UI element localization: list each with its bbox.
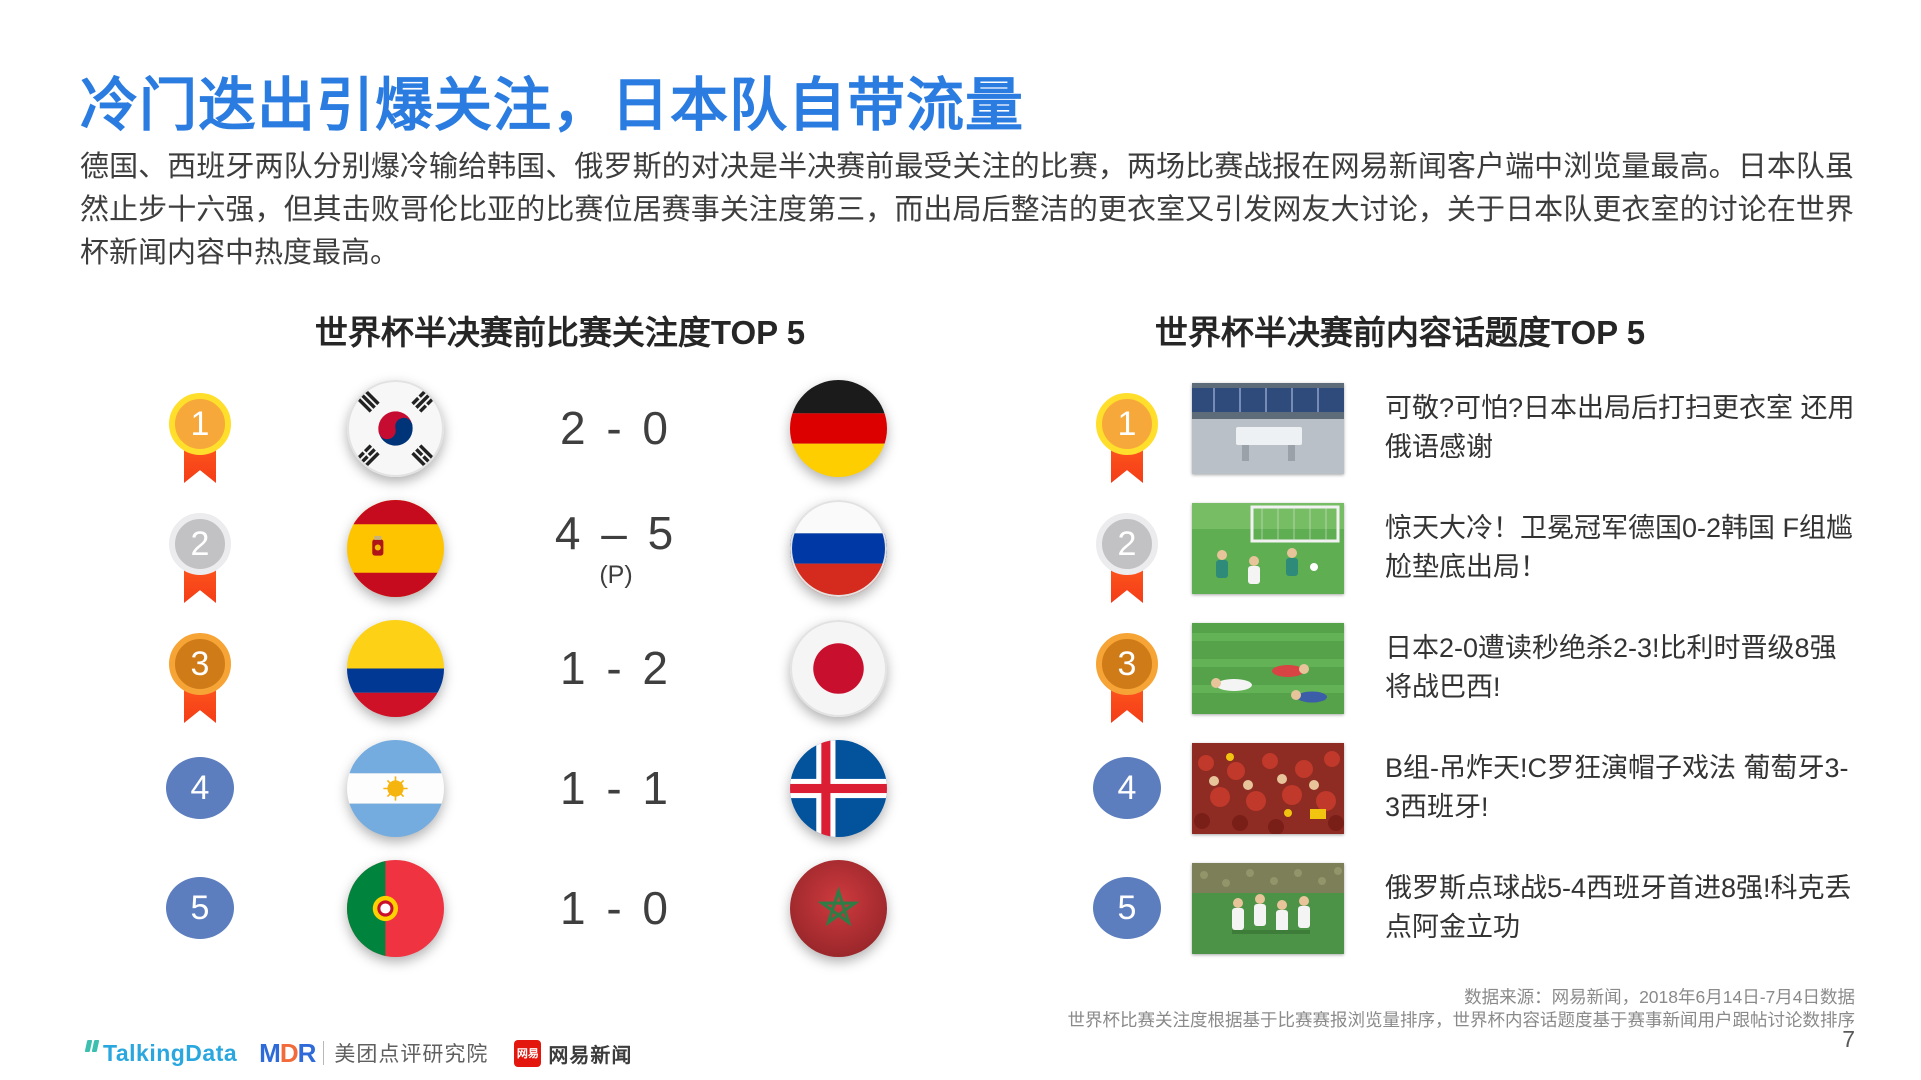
topic-row-1: 1 可敬?可怕?日本出局后打扫更衣室 还用俄语感谢 [1062, 368, 1857, 488]
rank-number: 1 [1096, 393, 1158, 455]
iceland-flag-icon [789, 739, 887, 837]
rank-1-gold-medal-icon: 1 [1096, 393, 1158, 487]
rank-number: 3 [169, 633, 231, 695]
japan-locker-room-photo [1192, 382, 1344, 474]
rank-2-silver-medal-icon: 2 [1096, 513, 1158, 607]
japan-flag-icon [789, 619, 887, 717]
match-row-4: 4 1 - 1 [140, 728, 980, 848]
russia-spain-celebration-photo [1192, 862, 1344, 954]
germany-korea-match-photo [1192, 502, 1344, 594]
rank-number: 2 [169, 513, 231, 575]
match-row-1: 1 [140, 368, 980, 488]
topic-panel-title: 世界杯半决赛前内容话题度TOP 5 [1154, 314, 1646, 351]
data-source-line-2: 世界杯比赛关注度根据基于比赛赛报浏览量排序，世界杯内容话题度基于赛事新闻用户跟帖… [1067, 1010, 1856, 1030]
spain-flag-icon [346, 499, 444, 597]
rank-3-bronze-medal-icon: 3 [1096, 633, 1158, 727]
rank-4-badge: 4 [1093, 757, 1161, 819]
topic-row-2: 2 惊天大冷！卫冕冠军德国0-2韩国 F组尴尬垫底出局！ [1062, 488, 1857, 608]
match-score: 2 - 0 [559, 401, 673, 454]
south-korea-flag-icon [346, 379, 444, 477]
page-title: 冷门迭出引爆关注，日本队自带流量 [80, 73, 1025, 138]
footer-logos: TalkingData MDR 美团点评研究院 网易 网易新闻 [84, 1036, 632, 1070]
rank-1-gold-medal-icon: 1 [169, 393, 231, 487]
germany-flag-icon [789, 379, 887, 477]
article-headline: 可敬?可怕?日本出局后打扫更衣室 还用俄语感谢 [1385, 393, 1855, 462]
content-topic-table: 1 可敬?可怕?日本出局后打扫更衣室 还用俄语感谢 2 [1062, 368, 1857, 968]
match-attention-table: 1 [140, 368, 980, 968]
data-source-line-1: 数据来源：网易新闻，2018年6月14日-7月4日数据 [1464, 987, 1855, 1007]
talkingdata-mark-icon [84, 1039, 100, 1053]
rank-5-badge: 5 [1093, 877, 1161, 939]
topic-row-3: 3 日本2-0遭读秒绝杀2-3!比利时晋级8强将战巴西! [1062, 608, 1857, 728]
netease-badge-icon: 网易 [514, 1039, 542, 1067]
colombia-flag-icon [346, 619, 444, 717]
portugal-flag-icon [346, 859, 444, 957]
netease-news-logo: 网易 网易新闻 [514, 1039, 632, 1068]
rank-number: 3 [1096, 633, 1158, 695]
article-headline: 惊天大冷！卫冕冠军德国0-2韩国 F组尴尬垫底出局！ [1385, 513, 1854, 582]
meituan-dianping-institute-logo: 美团点评研究院 [334, 1043, 489, 1066]
rank-4-badge: 4 [166, 757, 234, 819]
match-row-5: 5 1 - 0 [140, 848, 980, 968]
match-score: 1 - 1 [559, 761, 673, 814]
page-number: 7 [1842, 1026, 1855, 1052]
argentina-flag-icon [346, 739, 444, 837]
article-headline: 日本2-0遭读秒绝杀2-3!比利时晋级8强将战巴西! [1385, 633, 1837, 702]
netease-news-label: 网易新闻 [548, 1044, 633, 1067]
rank-number: 2 [1096, 513, 1158, 575]
topic-row-4: 4 B组-吊炸天!C罗狂演帽子戏法 葡萄牙3-3西班牙! [1062, 728, 1857, 848]
topic-row-5: 5 俄罗斯点球战5-4西班牙首进8强!科克丢点阿金立功 [1062, 848, 1857, 968]
data-source-note: 数据来源：网易新闻，2018年6月14日-7月4日数据 世界杯比赛关注度根据基于… [1068, 986, 1856, 1032]
intro-paragraph: 德国、西班牙两队分别爆冷输给韩国、俄罗斯的对决是半决赛前最受关注的比赛，两场比赛… [80, 151, 1854, 269]
logo-divider [323, 1041, 325, 1065]
match-row-2: 2 4 – 5 (P) [140, 488, 980, 608]
portugal-spain-fans-photo [1192, 742, 1344, 834]
match-score: 4 – 5 [554, 507, 678, 559]
talkingdata-logo: TalkingData [103, 1039, 238, 1066]
rank-5-badge: 5 [166, 877, 234, 939]
japan-belgium-match-photo [1192, 622, 1344, 714]
russia-flag-icon [789, 499, 887, 597]
article-headline: 俄罗斯点球战5-4西班牙首进8强!科克丢点阿金立功 [1385, 873, 1852, 942]
match-score: 1 - 0 [559, 881, 673, 934]
score-note: (P) [599, 561, 633, 589]
rank-number: 1 [169, 393, 231, 455]
rank-3-bronze-medal-icon: 3 [169, 633, 231, 727]
rank-2-silver-medal-icon: 2 [169, 513, 231, 607]
article-headline: B组-吊炸天!C罗狂演帽子戏法 葡萄牙3-3西班牙! [1385, 753, 1849, 822]
match-panel-title: 世界杯半决赛前比赛关注度TOP 5 [314, 314, 806, 351]
match-score: 1 - 2 [559, 641, 673, 694]
morocco-flag-icon [789, 859, 887, 957]
match-row-3: 3 1 - 2 [140, 608, 980, 728]
mdr-logo: MDR [259, 1037, 316, 1068]
